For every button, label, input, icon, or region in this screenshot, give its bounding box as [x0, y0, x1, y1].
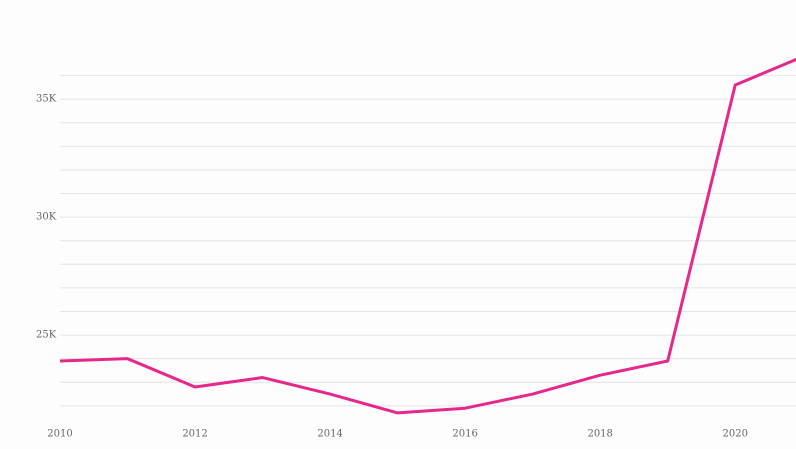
x-tick-label: 2016 [452, 429, 477, 440]
x-tick-label: 2014 [317, 429, 342, 440]
y-tick-label: 30K [36, 212, 57, 223]
y-tick-label: 35K [36, 94, 57, 105]
y-tick-label: 25K [36, 330, 57, 341]
line-series [59, 57, 796, 415]
x-tick-label: 2010 [47, 429, 72, 440]
x-tick-label: 2020 [723, 429, 748, 440]
x-tick-label: 2018 [587, 429, 612, 440]
x-tick-label: 2012 [182, 429, 207, 440]
